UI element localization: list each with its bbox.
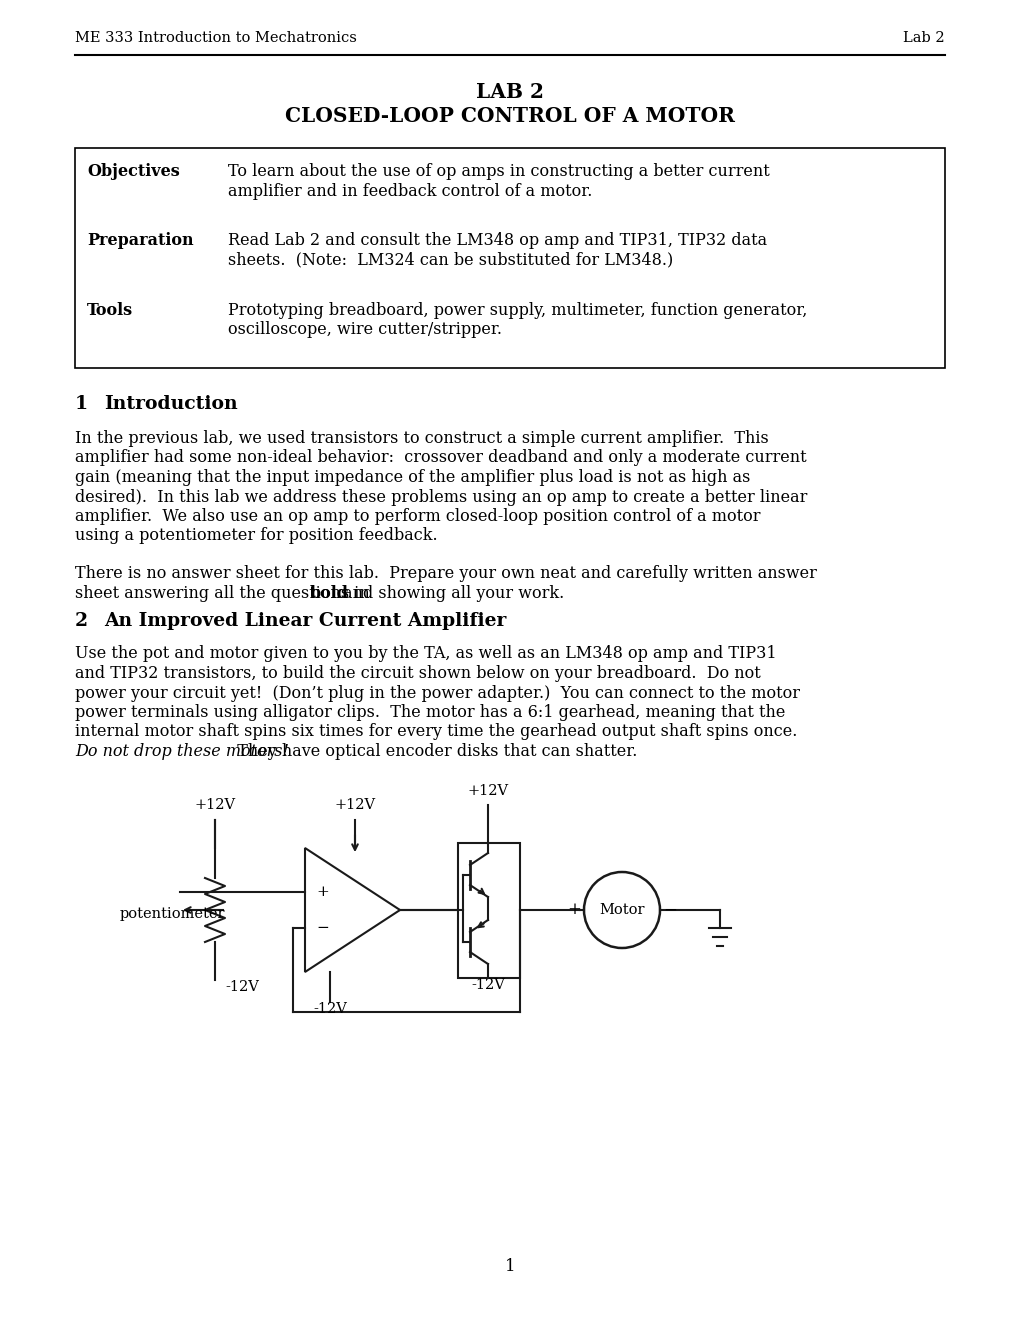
- Text: LAB 2: LAB 2: [476, 82, 543, 102]
- Text: desired).  In this lab we address these problems using an op amp to create a bet: desired). In this lab we address these p…: [75, 488, 807, 506]
- Text: Introduction: Introduction: [104, 395, 237, 413]
- Text: potentiometer: potentiometer: [120, 907, 225, 921]
- Text: They have optical encoder disks that can shatter.: They have optical encoder disks that can…: [227, 743, 637, 760]
- Text: Objectives: Objectives: [87, 162, 179, 180]
- Text: amplifier had some non-ideal behavior:  crossover deadband and only a moderate c: amplifier had some non-ideal behavior: c…: [75, 450, 806, 466]
- Text: and TIP32 transistors, to build the circuit shown below on your breadboard.  Do : and TIP32 transistors, to build the circ…: [75, 665, 760, 682]
- Text: -12V: -12V: [225, 979, 259, 994]
- Text: Preparation: Preparation: [87, 232, 194, 249]
- Text: To learn about the use of op amps in constructing a better current: To learn about the use of op amps in con…: [228, 162, 769, 180]
- Text: ME 333 Introduction to Mechatronics: ME 333 Introduction to Mechatronics: [75, 30, 357, 45]
- Text: -12V: -12V: [471, 978, 504, 993]
- Text: sheets.  (Note:  LM324 can be substituted for LM348.): sheets. (Note: LM324 can be substituted …: [228, 252, 673, 268]
- Text: power your circuit yet!  (Don’t plug in the power adapter.)  You can connect to : power your circuit yet! (Don’t plug in t…: [75, 685, 799, 701]
- Text: −: −: [662, 902, 677, 919]
- Bar: [75, 148, 944, 368]
- Text: oscilloscope, wire cutter/stripper.: oscilloscope, wire cutter/stripper.: [228, 322, 501, 338]
- Text: gain (meaning that the input impedance of the amplifier plus load is not as high: gain (meaning that the input impedance o…: [75, 469, 750, 486]
- Text: +: +: [316, 884, 329, 899]
- Text: bold: bold: [310, 585, 348, 602]
- Text: +: +: [567, 902, 581, 919]
- Bar: [458, 843, 520, 978]
- Text: An Improved Linear Current Amplifier: An Improved Linear Current Amplifier: [104, 612, 505, 631]
- Text: sheet answering all the questions in: sheet answering all the questions in: [75, 585, 375, 602]
- Text: and showing all your work.: and showing all your work.: [337, 585, 564, 602]
- Text: -12V: -12V: [313, 1002, 346, 1016]
- Text: −: −: [316, 921, 329, 935]
- Text: Lab 2: Lab 2: [903, 30, 944, 45]
- Text: There is no answer sheet for this lab.  Prepare your own neat and carefully writ: There is no answer sheet for this lab. P…: [75, 565, 816, 582]
- Text: using a potentiometer for position feedback.: using a potentiometer for position feedb…: [75, 528, 437, 544]
- Text: +12V: +12V: [195, 799, 235, 812]
- Text: 1: 1: [504, 1258, 515, 1275]
- Text: 2: 2: [75, 612, 88, 631]
- Text: Prototyping breadboard, power supply, multimeter, function generator,: Prototyping breadboard, power supply, mu…: [228, 302, 807, 319]
- Text: Use the pot and motor given to you by the TA, as well as an LM348 op amp and TIP: Use the pot and motor given to you by th…: [75, 645, 775, 663]
- Text: 1: 1: [75, 395, 88, 413]
- Text: Read Lab 2 and consult the LM348 op amp and TIP31, TIP32 data: Read Lab 2 and consult the LM348 op amp …: [228, 232, 766, 249]
- Text: +12V: +12V: [334, 799, 375, 812]
- Text: Do not drop these motors!: Do not drop these motors!: [75, 743, 288, 760]
- Text: internal motor shaft spins six times for every time the gearhead output shaft sp: internal motor shaft spins six times for…: [75, 723, 797, 741]
- Text: power terminals using alligator clips.  The motor has a 6:1 gearhead, meaning th: power terminals using alligator clips. T…: [75, 704, 785, 721]
- Text: amplifier.  We also use an op amp to perform closed-loop position control of a m: amplifier. We also use an op amp to perf…: [75, 508, 760, 525]
- Text: Tools: Tools: [87, 302, 133, 319]
- Text: Motor: Motor: [599, 903, 644, 917]
- Text: amplifier and in feedback control of a motor.: amplifier and in feedback control of a m…: [228, 182, 592, 199]
- Text: +12V: +12V: [467, 784, 508, 799]
- Text: In the previous lab, we used transistors to construct a simple current amplifier: In the previous lab, we used transistors…: [75, 430, 768, 447]
- Text: CLOSED-LOOP CONTROL OF A MOTOR: CLOSED-LOOP CONTROL OF A MOTOR: [284, 106, 735, 125]
